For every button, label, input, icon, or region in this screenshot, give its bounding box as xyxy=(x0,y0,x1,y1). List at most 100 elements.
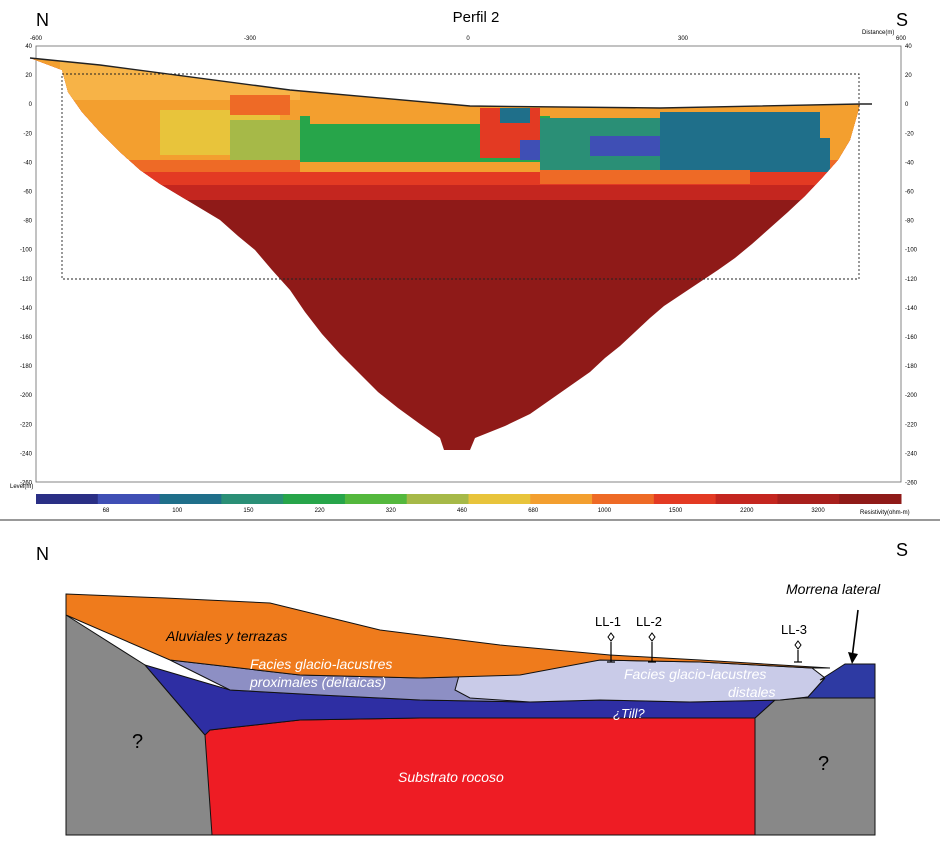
colorbar-swatch xyxy=(777,494,840,504)
y-tick-label-right: 40 xyxy=(905,44,912,50)
till-label: ¿Till? xyxy=(613,706,645,721)
aluviales-label: Aluviales y terrazas xyxy=(165,628,287,644)
y-tick-label-left: -80 xyxy=(23,219,32,225)
colorbar-swatch xyxy=(839,494,902,504)
y-tick-label-left: -120 xyxy=(20,277,33,283)
y-tick-label-left: -240 xyxy=(20,451,33,457)
y-axis-ticks-left: 40 20 0 -20 -40 -60 -80 -100 -120 -140 -160 -180 -20… xyxy=(20,44,33,487)
colorbar-swatch xyxy=(406,494,469,504)
facies-proximal-label-1: Facies glacio-lacustres xyxy=(250,656,392,672)
colorbar-swatch xyxy=(592,494,655,504)
y-tick-label-right: -100 xyxy=(905,248,918,254)
colorbar-tick-label: 1000 xyxy=(598,508,612,514)
y-tick-label-right: -40 xyxy=(905,160,914,166)
colorbar-swatch xyxy=(97,494,161,504)
colorbar-swatch xyxy=(530,494,593,504)
borehole-ll1: LL-1 xyxy=(595,614,621,663)
unknown-left-label: ? xyxy=(132,731,143,753)
y-tick-label-left: -60 xyxy=(23,190,32,196)
distance-axis-label: Distance(m) xyxy=(862,30,894,36)
colorbar-tick-label: 150 xyxy=(243,508,254,514)
y-tick-label-right: -120 xyxy=(905,277,918,283)
y-tick-label-left: 0 xyxy=(29,102,33,108)
colorbar-tick-label: 1500 xyxy=(669,508,683,514)
borehole-ll1-label: LL-1 xyxy=(595,614,621,629)
y-tick-label-left: 40 xyxy=(25,44,32,50)
y-tick-label-left: -140 xyxy=(20,306,33,312)
x-tick-label: 600 xyxy=(896,36,907,42)
north-label-top: N xyxy=(36,10,49,30)
borehole-ll2-symbol xyxy=(648,632,656,642)
y-tick-label-right: -140 xyxy=(905,306,918,312)
borehole-ll2-label: LL-2 xyxy=(636,614,662,629)
morrena-label: Morrena lateral xyxy=(786,581,881,597)
south-label-top: S xyxy=(896,10,908,30)
colorbar-swatch xyxy=(36,494,99,504)
level-axis-label: Level(m) xyxy=(10,484,33,490)
y-tick-label-right: -160 xyxy=(905,335,918,341)
resistivity-section-panel: N S Perfil 2 Distance(m) Level(m) -600 -3… xyxy=(10,9,918,516)
x-axis-ticks: -600 -300 0 300 600 xyxy=(30,36,907,42)
borehole-ll3-symbol xyxy=(794,640,802,650)
y-tick-label-left: -220 xyxy=(20,422,33,428)
study-area-box xyxy=(61,73,860,280)
facies-proximal-label-2: proximales (deltaicas) xyxy=(249,674,386,690)
y-tick-label-right: 0 xyxy=(905,102,909,108)
y-tick-label-right: -260 xyxy=(905,481,918,487)
morrena-lateral-unit xyxy=(801,663,876,699)
colorbar-tick-label: 220 xyxy=(315,508,326,514)
morrena-arrow xyxy=(851,609,859,659)
aluviales-unit xyxy=(65,593,831,679)
x-tick-label: -600 xyxy=(30,36,43,42)
y-axis-ticks-right: 40 20 0 -20 -40 -60 -80 -100 -120 -140 -160 -180 -20… xyxy=(905,44,918,487)
colorbar-tick-label: 100 xyxy=(172,508,183,514)
geological-interpretation-panel: N S LL-1 LL-2 LL-3 xyxy=(36,540,908,836)
colorbar-tick-label: 68 xyxy=(103,508,110,514)
substrato-label: Substrato rocoso xyxy=(398,769,504,785)
y-tick-label-right: -200 xyxy=(905,393,918,399)
profile-title: Perfil 2 xyxy=(453,9,500,26)
right-rock-unit xyxy=(754,697,876,836)
y-tick-label-right: -60 xyxy=(905,190,914,196)
borehole-ll3-label: LL-3 xyxy=(781,622,807,637)
y-tick-label-left: -180 xyxy=(20,364,33,370)
colorbar-swatch xyxy=(653,494,717,504)
colorbar-tick-label: 320 xyxy=(386,508,397,514)
colorbar-tick-label: 3200 xyxy=(811,508,825,514)
left-rock-unit xyxy=(65,614,213,836)
facies-distal-label-2: distales xyxy=(728,684,775,700)
borehole-ll3: LL-3 xyxy=(781,622,807,663)
ground-surface-line xyxy=(29,57,872,109)
y-tick-label-right: -80 xyxy=(905,219,914,225)
colorbar-swatch xyxy=(344,494,408,504)
y-tick-label-left: -20 xyxy=(23,131,32,137)
borehole-ll1-symbol xyxy=(607,632,615,642)
y-tick-label-left: 20 xyxy=(25,73,32,79)
facies-distal-label-1: Facies glacio-lacustres xyxy=(624,666,766,682)
borehole-ll2: LL-2 xyxy=(636,614,662,663)
x-tick-label: 300 xyxy=(678,36,689,42)
colorbar-tick-label: 2200 xyxy=(740,508,754,514)
colorbar-swatch xyxy=(715,494,778,504)
colorbar-label: Resistivity(ohm-m) xyxy=(860,510,910,516)
colorbar-swatch xyxy=(159,494,222,504)
unknown-right-label: ? xyxy=(818,753,829,775)
x-tick-label: 0 xyxy=(466,36,470,42)
y-tick-label-right: -180 xyxy=(905,364,918,370)
south-label-bottom: S xyxy=(896,540,908,560)
y-tick-label-right: -20 xyxy=(905,131,914,137)
y-tick-label-right: -240 xyxy=(905,451,918,457)
y-tick-label-left: -260 xyxy=(20,481,33,487)
colorbar-swatch xyxy=(468,494,531,504)
resistivity-colorbar: 68 100 150 220 320 460 680 1000 1500 2200 3200 xyxy=(36,494,902,514)
y-tick-label-right: 20 xyxy=(905,73,912,79)
north-label-bottom: N xyxy=(36,544,49,564)
colorbar-tick-label: 460 xyxy=(457,508,468,514)
y-tick-label-left: -200 xyxy=(20,393,33,399)
y-tick-label-left: -160 xyxy=(20,335,33,341)
colorbar-tick-label: 680 xyxy=(528,508,539,514)
y-tick-label-left: -40 xyxy=(23,160,32,166)
colorbar-swatch xyxy=(221,494,284,504)
x-tick-label: -300 xyxy=(244,36,257,42)
